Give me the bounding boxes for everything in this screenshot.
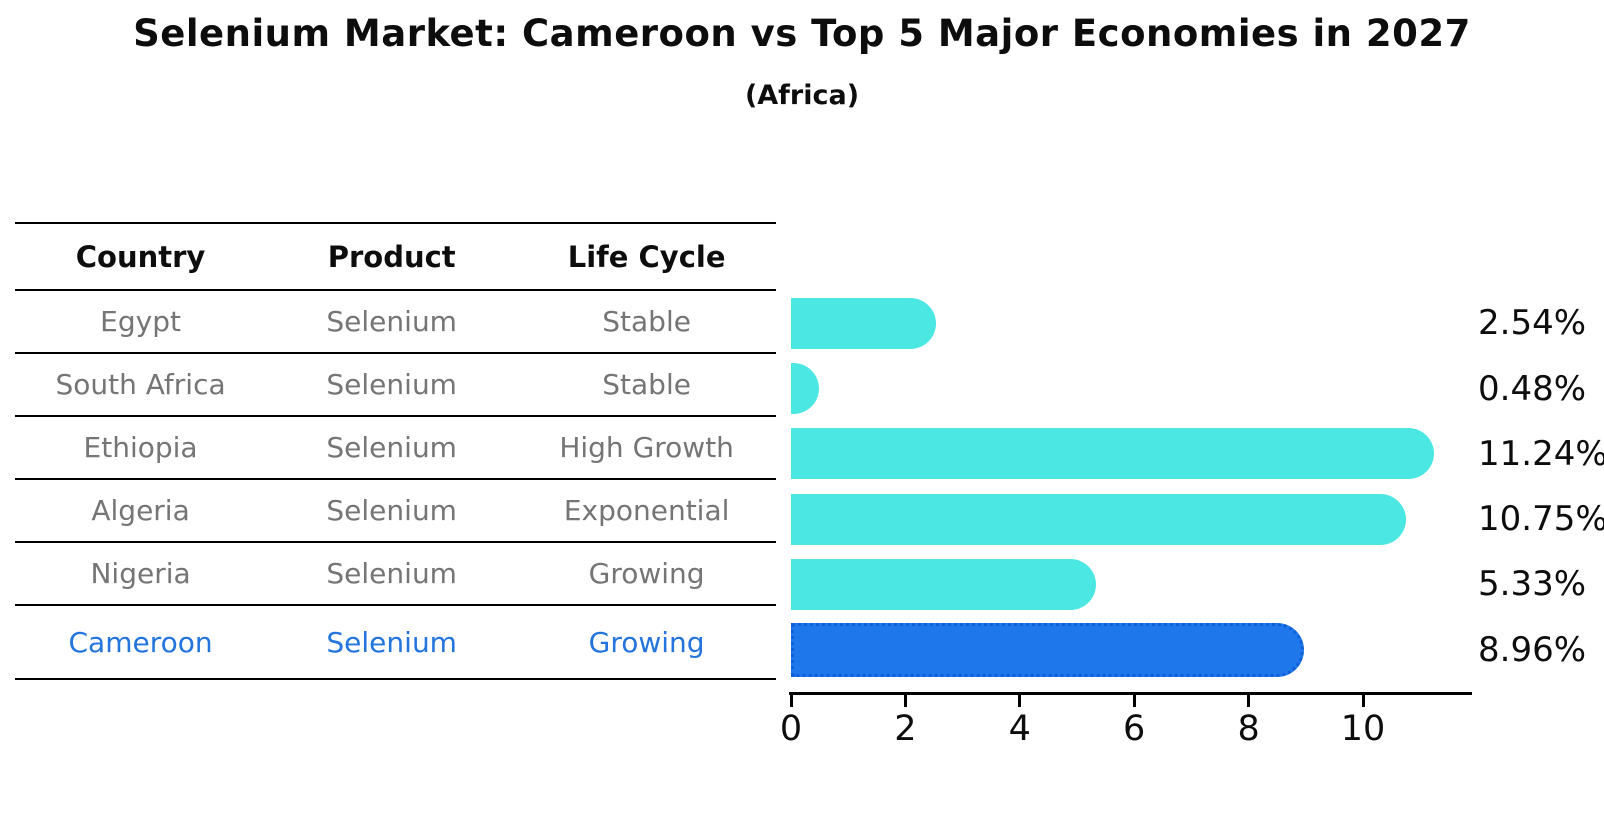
table-row-ethiopia: Ethiopia Selenium High Growth: [15, 417, 776, 480]
value-label-south-africa: 0.48%: [1478, 369, 1587, 409]
cell-life-cycle: Stable: [602, 368, 691, 401]
value-label-algeria: 10.75%: [1478, 499, 1604, 539]
cell-product: Selenium: [326, 305, 457, 338]
cell-product: Selenium: [326, 368, 457, 401]
table-row-egypt: Egypt Selenium Stable: [15, 291, 776, 354]
cell-product: Selenium: [326, 557, 457, 590]
bar-algeria: [791, 494, 1406, 545]
table-row-algeria: Algeria Selenium Exponential: [15, 480, 776, 543]
tick-mark: [789, 695, 793, 707]
summary-table: Country Product Life Cycle Egypt Seleniu…: [15, 222, 776, 680]
cell-product: Selenium: [326, 431, 457, 464]
cell-life-cycle: Growing: [588, 625, 705, 659]
value-label-ethiopia: 11.24%: [1478, 434, 1604, 474]
cell-life-cycle: High Growth: [559, 431, 734, 464]
value-label-egypt: 2.54%: [1478, 303, 1587, 343]
cell-country: Algeria: [91, 494, 190, 527]
bar-nigeria: [791, 559, 1096, 610]
header-country: Country: [75, 239, 206, 274]
x-tick-label: 4: [1008, 709, 1031, 749]
x-tick-label: 0: [779, 709, 803, 749]
chart-title: Selenium Market: Cameroon vs Top 5 Major…: [133, 12, 1471, 55]
x-tick-label: 6: [1123, 709, 1146, 749]
cell-country: Nigeria: [90, 557, 191, 590]
bar-ethiopia: [791, 428, 1434, 479]
bar-cameroon: [791, 623, 1304, 677]
table-row-nigeria: Nigeria Selenium Growing: [15, 543, 776, 606]
table-header-row: Country Product Life Cycle: [15, 224, 776, 291]
x-tick-label: 10: [1340, 709, 1386, 749]
cell-country: Egypt: [100, 305, 181, 338]
value-label-nigeria: 5.33%: [1478, 564, 1587, 604]
bar-egypt: [791, 298, 937, 349]
tick-mark: [903, 695, 907, 707]
cell-country: Cameroon: [68, 625, 213, 659]
cell-country: South Africa: [55, 368, 226, 401]
x-axis-line: [789, 692, 1472, 695]
x-tick-label: 2: [894, 709, 917, 749]
cell-country: Ethiopia: [83, 431, 198, 464]
tick-mark: [1018, 695, 1022, 707]
table-row-south-africa: South Africa Selenium Stable: [15, 354, 776, 417]
tick-mark: [1361, 695, 1365, 707]
cell-life-cycle: Growing: [588, 557, 705, 590]
x-tick-label: 8: [1237, 709, 1260, 749]
cell-product: Selenium: [326, 625, 457, 659]
header-life-cycle: Life Cycle: [567, 239, 726, 274]
table-row-cameroon: Cameroon Selenium Growing: [15, 606, 776, 680]
cell-product: Selenium: [326, 494, 457, 527]
header-product: Product: [327, 239, 456, 274]
tick-mark: [1132, 695, 1136, 707]
chart-subtitle: (Africa): [744, 80, 860, 111]
bar-south-africa: [791, 363, 819, 414]
cell-life-cycle: Exponential: [563, 494, 730, 527]
tick-mark: [1247, 695, 1251, 707]
cell-life-cycle: Stable: [602, 305, 691, 338]
value-label-cameroon: 8.96%: [1478, 630, 1587, 670]
